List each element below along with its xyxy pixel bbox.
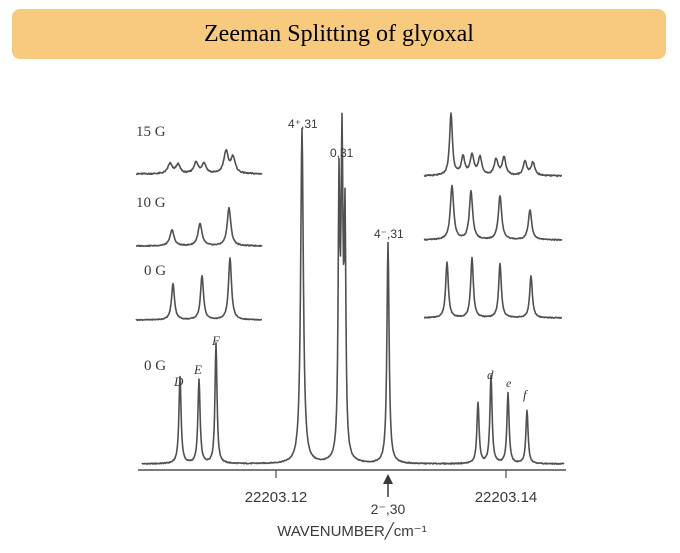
peak-label-E: E xyxy=(193,362,202,377)
inset-right-15g-trace xyxy=(423,112,563,178)
inset-left-0g-trace xyxy=(135,257,263,321)
marker-arrow-head xyxy=(383,474,393,484)
inset-left-15g-trace xyxy=(135,149,263,176)
inset-label-0g: 0 G xyxy=(144,263,166,279)
peak-label-F: F xyxy=(211,333,221,348)
x-tick-label-1: 22203.12 xyxy=(245,489,308,506)
x-tick-label-2: 22203.14 xyxy=(475,489,538,506)
peak-label-e: e xyxy=(506,376,512,390)
slide-title: Zeeman Splitting of glyoxal xyxy=(204,20,474,47)
inset-label-15g: 15 G xyxy=(136,124,166,140)
peak-label-D: D xyxy=(173,374,184,389)
inset-label-10g: 10 G xyxy=(136,195,166,211)
peak-label-d: d xyxy=(487,367,494,382)
peak-label-0-31: 0,31 xyxy=(330,146,354,160)
inset-right-10g-trace xyxy=(423,184,563,241)
spectrum-traces xyxy=(135,112,565,465)
x-axis-title: WAVENUMBER╱cm⁻¹ xyxy=(277,522,426,540)
main-field-label: 0 G xyxy=(144,358,166,374)
main-spectrum-trace xyxy=(141,112,565,465)
marker-label: 2⁻,30 xyxy=(371,501,406,517)
slide-title-bar: Zeeman Splitting of glyoxal xyxy=(12,9,666,59)
peak-label-f: f xyxy=(523,387,529,402)
inset-left-10g-trace xyxy=(135,206,263,248)
inset-right-0g-trace xyxy=(423,256,563,319)
peak-label-4plus31: 4⁺,31 xyxy=(288,117,318,131)
peak-label-4minus31: 4⁻,31 xyxy=(374,227,404,241)
